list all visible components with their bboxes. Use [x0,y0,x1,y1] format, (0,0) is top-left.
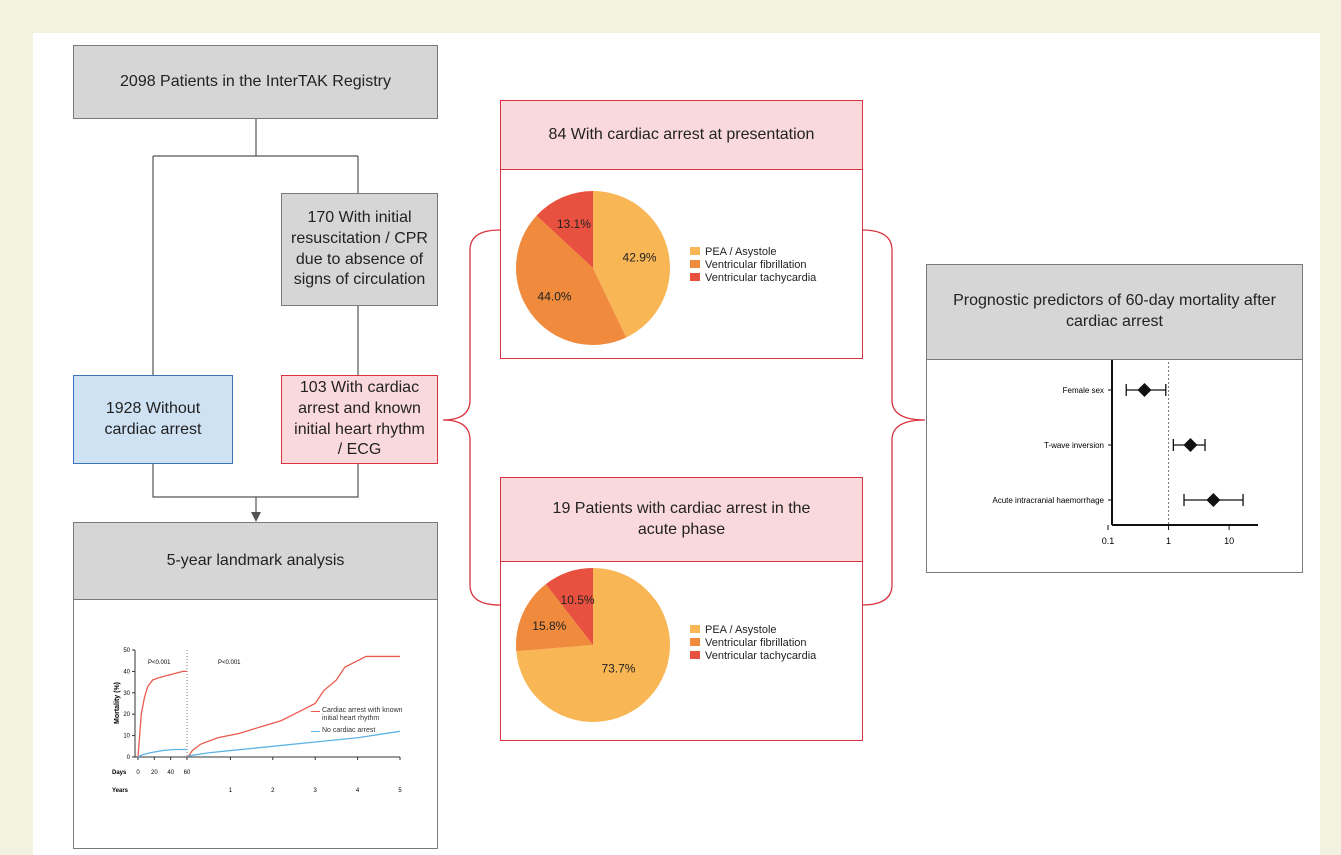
slice-label: 44.0% [538,289,572,303]
p-value: P<0.001 [218,660,241,666]
landmark-body [73,599,438,849]
predictors-header: Prognostic predictors of 60-day mortalit… [926,264,1303,360]
landmark-header: 5-year landmark analysis [73,522,438,600]
x-tick-label: 0.1 [1102,536,1115,546]
legend-label: Cardiac arrest with known initial heart … [322,707,403,723]
x-tick-label: 60 [184,770,191,776]
x-tick-label: 2 [271,788,275,794]
predictors-body [926,359,1303,573]
legend-label: PEA / Asystole [705,246,777,258]
legend-label: No cardiac arrest [322,726,376,734]
y-tick-label: 20 [123,712,130,718]
no-arrest-box: 1928 Without cardiac arrest [73,375,233,464]
y-tick-label: 40 [123,669,130,675]
p-value: P<0.001 [148,660,171,666]
x-tick-label: 1 [1166,536,1171,546]
x-tick-label: 0 [136,770,140,776]
pie-slice [536,191,593,268]
legend-swatch [690,638,700,646]
cpr-box: 170 With initial resuscitation / CPR due… [281,193,438,306]
slice-label: 73.7% [601,661,635,675]
legend-swatch [690,625,700,633]
row-label: T-wave inversion [1044,441,1104,450]
x-tick-label: 1 [229,788,233,794]
slice-label: 15.8% [532,619,566,633]
acute-header: 19 Patients with cardiac arrest in the a… [500,477,863,562]
km-legend: Cardiac arrest with known initial heart … [311,707,412,738]
x-tick-label: 3 [314,788,318,794]
presentation-header: 84 With cardiac arrest at presentation [500,100,863,170]
registry-box: 2098 Patients in the InterTAK Registry [73,45,438,119]
axis-label: Years [112,788,129,794]
x-tick-label: 4 [356,788,360,794]
km-curve [137,748,187,758]
x-tick-label: 40 [167,770,174,776]
legend-line [311,711,320,712]
legend-row: Cardiac arrest with known initial heart … [311,707,412,724]
axis-label: Mortality (%) [114,682,121,724]
pie-slice [516,584,593,652]
legend-label: Ventricular tachycardia [705,272,817,284]
legend-swatch [690,651,700,659]
pie-slice [593,191,670,338]
y-tick-label: 0 [127,755,131,761]
slice-label: 10.5% [561,593,595,607]
x-tick-label: 5 [398,788,402,794]
pie-slice [516,215,627,345]
axis-label: Days [112,770,127,776]
y-tick-label: 30 [123,691,130,697]
arrest-box: 103 With cardiac arrest and known initia… [281,375,438,464]
legend-swatch [690,247,700,255]
legend-label: Ventricular tachycardia [705,650,817,662]
estimate [1183,438,1198,452]
y-tick-label: 50 [123,648,130,654]
legend-line [311,730,320,732]
estimate [1206,493,1221,507]
legend-label: PEA / Asystole [705,624,777,636]
legend-row: No cardiac arrest [311,726,412,735]
row-label: Acute intracranial haemorrhage [992,496,1104,505]
km-curve [187,655,400,758]
row-label: Female sex [1063,386,1104,395]
slice-label: 42.9% [623,250,657,264]
pie-slice [516,568,670,722]
legend-label: Ventricular fibrillation [705,637,807,649]
legend-label: Ventricular fibrillation [705,259,807,271]
legend-swatch [690,273,700,281]
slice-label: 13.1% [557,217,591,231]
km-curve [137,670,187,758]
km-curve [187,730,401,757]
x-tick-label: 20 [151,770,158,776]
legend-swatch [690,260,700,268]
estimate [1137,383,1152,397]
pie-slice [545,568,593,645]
y-tick-label: 10 [123,734,130,740]
x-tick-label: 10 [1224,536,1234,546]
